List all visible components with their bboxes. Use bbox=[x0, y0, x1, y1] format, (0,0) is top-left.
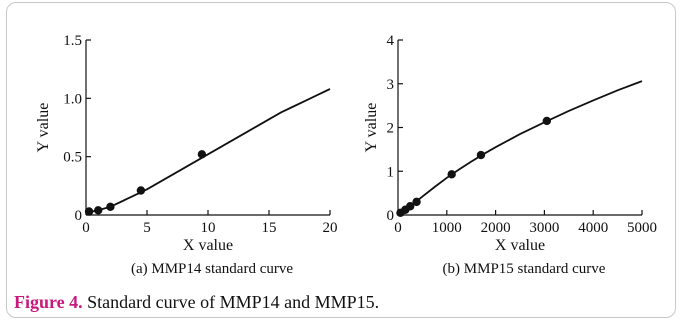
y-tick-label: 0.5 bbox=[63, 150, 82, 166]
y-tick-label: 1.5 bbox=[63, 33, 82, 49]
x-tick-label: 1000 bbox=[432, 220, 462, 236]
data-point bbox=[542, 116, 552, 126]
series-line bbox=[397, 80, 643, 216]
data-point bbox=[106, 202, 115, 212]
y-tick-label: 0 bbox=[75, 208, 83, 224]
x-tick-label: 10 bbox=[201, 220, 216, 236]
x-tick-label: 5 bbox=[143, 220, 151, 236]
figure-caption: Figure 4. Standard curve of MMP14 and MM… bbox=[14, 292, 379, 313]
series-line bbox=[85, 88, 331, 214]
x-tick-label: 4000 bbox=[578, 220, 608, 236]
data-point bbox=[476, 150, 486, 160]
data-point bbox=[84, 207, 94, 216]
y-axis-label: Y value bbox=[363, 103, 380, 153]
y-tick-label: 3 bbox=[387, 77, 395, 93]
figure-caption-text: Standard curve of MMP14 and MMP15. bbox=[82, 292, 380, 312]
y-tick-label: 1 bbox=[387, 164, 395, 180]
data-point bbox=[447, 170, 456, 179]
x-axis-label: X value bbox=[183, 237, 233, 254]
y-tick-label: 1.0 bbox=[63, 91, 82, 107]
x-tick-label: 5000 bbox=[627, 220, 657, 236]
x-tick-label: 0 bbox=[82, 220, 90, 236]
data-point bbox=[197, 150, 207, 159]
chart-title: (a) MMP14 standard curve bbox=[131, 261, 293, 277]
figure-caption-label: Figure 4. bbox=[14, 292, 83, 312]
data-point bbox=[412, 197, 421, 207]
y-axis-label: Y value bbox=[35, 103, 52, 153]
x-axis-label: X value bbox=[495, 237, 545, 254]
chart-title: (b) MMP15 standard curve bbox=[443, 261, 606, 277]
chart-b: 0 1 2 3 4 0 1000 2000 3000 4000 5000 X value Y value… bbox=[363, 33, 657, 277]
x-tick-label: 2000 bbox=[481, 220, 511, 236]
x-tick-label: 20 bbox=[323, 220, 338, 236]
y-tick-label: 0 bbox=[387, 208, 395, 224]
x-tick-label: 0 bbox=[394, 220, 402, 236]
figure-frame bbox=[6, 2, 676, 318]
data-point bbox=[136, 186, 146, 195]
chart-a: 0 0.5 1.0 1.5 0 5 10 15 20 X value Y value (a) MMP1… bbox=[35, 33, 338, 277]
x-tick-label: 15 bbox=[262, 220, 277, 236]
x-tick-label: 3000 bbox=[529, 220, 559, 236]
data-point bbox=[406, 202, 415, 211]
y-tick-label: 2 bbox=[387, 121, 395, 137]
y-tick-label: 4 bbox=[387, 33, 395, 49]
data-point bbox=[94, 206, 103, 215]
